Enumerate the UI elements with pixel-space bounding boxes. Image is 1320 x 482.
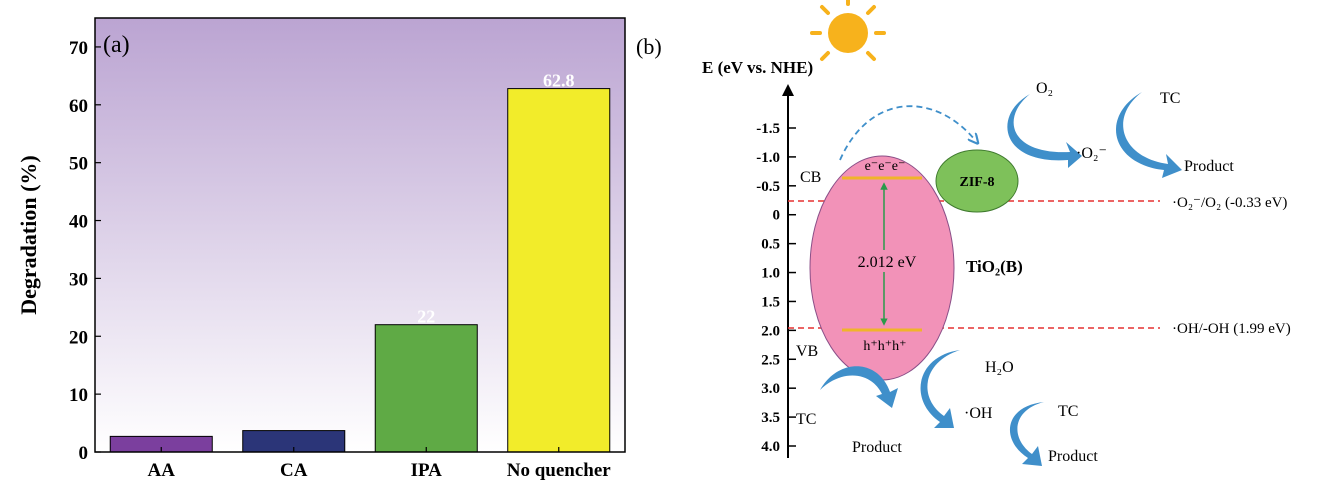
- cb-label: CB: [800, 169, 821, 186]
- panel-a: 22 62.8 0 10 20 30 40 50 60 70 AA CA IPA No quenche…: [16, 18, 625, 481]
- tio2-label: TiO₂(B): [966, 257, 1023, 276]
- energy-tick-label: 2.5: [761, 352, 780, 368]
- energy-axis-ticks: -1.5 -1.0 -0.5 0 0.5 1.0 1.5 2.0 2.5 3.0 3.5 4.0: [756, 121, 796, 455]
- energy-tick-label: 3.0: [761, 381, 780, 397]
- vb-label: VB: [796, 343, 818, 360]
- energy-tick-label: -0.5: [756, 179, 780, 195]
- product-vb-label: Product: [852, 439, 902, 456]
- tc-oh-label: TC: [1058, 403, 1078, 420]
- o2-reduction-arrow: [1007, 94, 1082, 168]
- energy-axis-title: E (eV vs. NHE): [702, 58, 813, 77]
- panel-b: (b) E (eV vs. NHE) -1.5 -1.0 -0.5 0 0.5 1.0 1.…: [636, 0, 1291, 466]
- product-top-label: Product: [1184, 158, 1234, 175]
- energy-tick-label: 1.0: [761, 266, 780, 282]
- band-gap-label: 2.012 eV: [858, 254, 917, 271]
- energy-tick-label: 0.5: [761, 237, 780, 253]
- y-axis-label: Degradation (%): [16, 155, 41, 314]
- data-label-ipa: 22: [417, 307, 435, 327]
- y-tick-label: 70: [69, 38, 88, 59]
- oh-tc-arrow: [1010, 402, 1044, 466]
- x-tick-label-no-quencher: No quencher: [507, 460, 612, 481]
- energy-tick-label: 2.0: [761, 323, 780, 339]
- product-oh-label: Product: [1048, 448, 1098, 465]
- y-tick-label: 0: [79, 443, 89, 464]
- bar-no-quencher: [508, 89, 610, 452]
- panel-a-label: (a): [103, 32, 130, 58]
- y-tick-label: 20: [69, 327, 88, 348]
- energy-tick-label: 4.0: [761, 439, 780, 455]
- h2o-arrow: [921, 350, 960, 428]
- zif8-label: ZIF-8: [960, 175, 995, 190]
- electrons-label: e⁻e⁻e⁻: [865, 159, 906, 174]
- sun-icon: [812, 0, 884, 59]
- x-tick-label-aa: AA: [148, 460, 176, 481]
- o2-label: O₂: [1036, 80, 1053, 97]
- y-tick-label: 30: [69, 269, 88, 290]
- h2o-label: H₂O: [985, 359, 1014, 376]
- y-tick-label: 50: [69, 154, 88, 175]
- holes-label: h⁺h⁺h⁺: [863, 339, 906, 354]
- tc-top-label: TC: [1160, 90, 1180, 107]
- bar-ipa: [375, 325, 477, 452]
- energy-tick-label: -1.0: [756, 150, 780, 166]
- o2-redox-label: ·O₂⁻/O₂ (-0.33 eV): [1172, 195, 1287, 211]
- x-tick-label-ca: CA: [280, 460, 308, 481]
- data-label-no-quencher: 62.8: [543, 71, 575, 91]
- energy-tick-label: 3.5: [761, 410, 780, 426]
- superoxide-label: ·O₂⁻: [1076, 145, 1107, 162]
- panel-b-label: (b): [636, 34, 662, 59]
- y-tick-label: 40: [69, 212, 88, 233]
- energy-tick-label: 0: [773, 208, 781, 224]
- tc-vb-label: TC: [796, 411, 816, 428]
- energy-tick-label: -1.5: [756, 121, 780, 137]
- y-tick-label: 60: [69, 96, 88, 117]
- oh-radical-label: ·OH: [964, 405, 993, 422]
- x-tick-label-ipa: IPA: [411, 460, 443, 481]
- y-tick-label: 10: [69, 385, 88, 406]
- electron-transfer-arrow: [840, 106, 975, 160]
- energy-tick-label: 1.5: [761, 294, 780, 310]
- oh-redox-label: ·OH/-OH (1.99 eV): [1172, 321, 1291, 337]
